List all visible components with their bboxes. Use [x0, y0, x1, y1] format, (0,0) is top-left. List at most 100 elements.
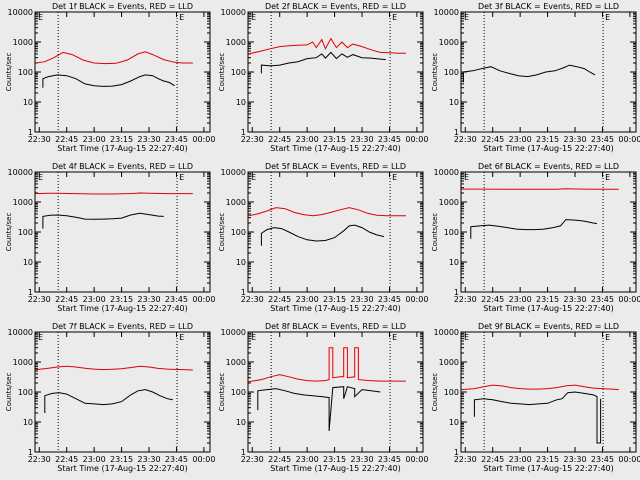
series-line-lld [35, 365, 193, 371]
y-tick-label: 10000 [221, 8, 246, 17]
x-tick-label: 23:15 [323, 455, 346, 464]
x-tick-label: 23:00 [83, 455, 106, 464]
x-axis-label: Start Time (17-Aug-15 22:27:40) [270, 304, 401, 313]
x-tick-label: 23:45 [378, 135, 401, 144]
y-axis-label: Counts/sec [5, 213, 13, 252]
x-tick-label: 22:45 [481, 455, 504, 464]
y-tick-label: 1000 [439, 358, 459, 367]
y-axis-label: Counts/sec [218, 373, 226, 412]
y-tick-label: 10000 [434, 168, 459, 177]
series-line-lld [248, 207, 406, 217]
series-line-events [257, 386, 381, 432]
series-line-events [473, 391, 602, 444]
y-tick-label: 10 [23, 418, 33, 427]
panel-title: Det 5f BLACK = Events, RED = LLD [265, 162, 406, 171]
series-line-events [462, 64, 596, 83]
series-line-lld [35, 51, 193, 65]
marker-label-start: E [464, 173, 469, 182]
x-tick-label: 22:30 [28, 455, 51, 464]
marker-label-start: E [464, 13, 469, 22]
plot-frame [460, 331, 637, 453]
series-line-events [260, 51, 386, 74]
y-tick-label: 10000 [8, 328, 33, 337]
x-tick-label: 22:45 [481, 295, 504, 304]
detector-panel-9: Det 9f BLACK = Events, RED = LLD 22:30 22:… [431, 322, 640, 473]
x-tick-label: 23:15 [110, 295, 133, 304]
x-tick-label: 23:30 [137, 455, 160, 464]
y-tick-label: 100 [18, 68, 33, 77]
x-tick-label: 22:45 [268, 455, 291, 464]
y-tick-label: 100 [231, 68, 246, 77]
y-tick-label: 1 [454, 128, 459, 137]
detector-panel-5: Det 5f BLACK = Events, RED = LLD 22:30 22:… [218, 162, 428, 313]
y-tick-label: 1 [28, 448, 33, 457]
marker-label-start: E [251, 13, 256, 22]
y-tick-label: 1 [28, 128, 33, 137]
y-axis-label: Counts/sec [431, 213, 439, 252]
x-tick-label: 00:00 [405, 295, 428, 304]
x-tick-label: 23:45 [165, 295, 188, 304]
x-tick-label: 23:15 [536, 135, 559, 144]
marker-label-end: E [392, 13, 397, 22]
series-line-events [42, 74, 175, 88]
y-axis-label: Counts/sec [218, 213, 226, 252]
series-line-events [260, 224, 385, 246]
y-axis-label: Counts/sec [431, 373, 439, 412]
marker-label-end: E [605, 173, 610, 182]
x-tick-label: 22:45 [55, 455, 78, 464]
x-tick-label: 22:30 [454, 295, 477, 304]
series-line-lld [248, 37, 406, 55]
x-tick-label: 00:00 [618, 135, 640, 144]
y-tick-label: 10 [236, 418, 246, 427]
plot-frame [247, 11, 424, 133]
x-tick-label: 23:30 [563, 135, 586, 144]
x-tick-label: 23:30 [137, 135, 160, 144]
x-tick-label: 22:30 [241, 295, 264, 304]
x-tick-label: 23:00 [83, 135, 106, 144]
series-line-lld [461, 384, 619, 391]
y-tick-label: 10 [236, 258, 246, 267]
y-tick-label: 1000 [226, 358, 246, 367]
x-tick-label: 23:45 [378, 455, 401, 464]
x-tick-label: 23:15 [110, 455, 133, 464]
detector-panel-2: Det 2f BLACK = Events, RED = LLD 22:30 22:… [218, 2, 428, 153]
series-line-events [44, 389, 173, 413]
x-axis-label: Start Time (17-Aug-15 22:27:40) [483, 144, 614, 153]
x-tick-label: 23:15 [323, 295, 346, 304]
x-tick-label: 00:00 [405, 135, 428, 144]
x-tick-label: 00:00 [405, 455, 428, 464]
panel-title: Det 4f BLACK = Events, RED = LLD [52, 162, 193, 171]
y-axis-label: Counts/sec [218, 53, 226, 92]
y-tick-label: 1000 [439, 198, 459, 207]
marker-label-end: E [605, 333, 610, 342]
y-tick-label: 1000 [13, 198, 33, 207]
x-axis-label: Start Time (17-Aug-15 22:27:40) [57, 464, 188, 473]
x-tick-label: 00:00 [192, 135, 215, 144]
plot-frame [460, 171, 637, 293]
x-tick-label: 00:00 [192, 455, 215, 464]
x-tick-label: 23:15 [536, 295, 559, 304]
y-tick-label: 1000 [226, 38, 246, 47]
x-tick-label: 23:45 [591, 455, 614, 464]
x-axis-label: Start Time (17-Aug-15 22:27:40) [270, 464, 401, 473]
marker-label-start: E [251, 173, 256, 182]
x-tick-label: 22:45 [55, 135, 78, 144]
x-tick-label: 23:15 [323, 135, 346, 144]
y-tick-label: 1 [241, 128, 246, 137]
x-tick-label: 23:30 [563, 295, 586, 304]
x-axis-label: Start Time (17-Aug-15 22:27:40) [57, 144, 188, 153]
x-tick-label: 23:30 [137, 295, 160, 304]
x-tick-label: 22:45 [268, 135, 291, 144]
x-tick-label: 00:00 [618, 295, 640, 304]
x-tick-label: 22:30 [454, 455, 477, 464]
marker-label-end: E [179, 173, 184, 182]
panel-title: Det 7f BLACK = Events, RED = LLD [52, 322, 193, 331]
y-tick-label: 100 [231, 228, 246, 237]
panel-title: Det 3f BLACK = Events, RED = LLD [478, 2, 619, 11]
series-line-lld [461, 188, 619, 190]
plot-frame [34, 171, 211, 293]
y-tick-label: 1 [241, 448, 246, 457]
y-tick-label: 10000 [434, 328, 459, 337]
x-axis-label: Start Time (17-Aug-15 22:27:40) [483, 304, 614, 313]
panel-title: Det 6f BLACK = Events, RED = LLD [478, 162, 619, 171]
